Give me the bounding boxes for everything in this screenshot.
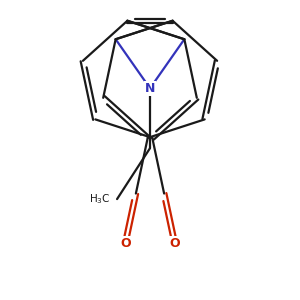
Text: O: O xyxy=(169,237,180,250)
Text: H$_3$C: H$_3$C xyxy=(89,192,111,206)
Text: O: O xyxy=(120,237,130,250)
Text: N: N xyxy=(145,82,155,95)
